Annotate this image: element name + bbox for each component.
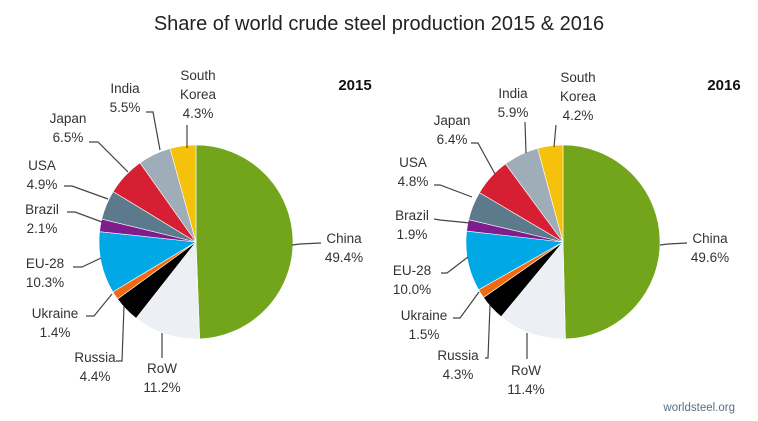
leader-line-usa-2016 bbox=[434, 184, 473, 198]
slice-label-china-2015: China 49.4% bbox=[325, 231, 363, 265]
slice-label-row-2016: RoW 11.4% bbox=[507, 363, 544, 397]
leader-line-japan-2016 bbox=[471, 142, 496, 175]
leader-line-brazil-2016 bbox=[433, 218, 471, 224]
slice-value: 10.0% bbox=[393, 282, 431, 297]
leader-line-russia-2016 bbox=[485, 304, 491, 359]
slice-name: Brazil bbox=[395, 208, 429, 223]
slice-value: 5.9% bbox=[498, 105, 529, 120]
slice-label-india-2016: India 5.9% bbox=[498, 86, 529, 120]
slice-value: 4.4% bbox=[80, 369, 111, 384]
slice-label-eu-28-2015: EU-28 10.3% bbox=[26, 256, 64, 290]
leader-line-india-2015 bbox=[146, 111, 161, 151]
leader-line-china-2015 bbox=[291, 242, 322, 246]
slice-name: Russia bbox=[437, 348, 479, 363]
source-label: worldsteel.org bbox=[662, 402, 735, 414]
pie-slice-south-korea-2015 bbox=[169, 144, 197, 243]
leader-line-india-2016 bbox=[524, 121, 527, 154]
slice-name: India bbox=[498, 86, 528, 101]
slice-name: RoW bbox=[147, 361, 177, 376]
slice-value: 1.4% bbox=[40, 325, 71, 340]
slice-value: 5.5% bbox=[110, 100, 141, 115]
slice-value: 4.9% bbox=[27, 177, 58, 192]
pie-slices-2016 bbox=[465, 144, 661, 340]
slice-label-south-korea-2016: South Korea 4.2% bbox=[560, 70, 597, 123]
slice-label-ukraine-2015: Ukraine 1.4% bbox=[32, 306, 79, 340]
slice-value: 4.3% bbox=[443, 367, 474, 382]
slice-value: 4.2% bbox=[563, 108, 594, 123]
leader-line-ukraine-2016 bbox=[453, 291, 480, 319]
slice-name: China bbox=[326, 231, 362, 246]
leader-line-eu-28-2016 bbox=[441, 256, 469, 274]
slice-name: Japan bbox=[50, 111, 87, 126]
slice-label-brazil-2015: Brazil 2.1% bbox=[25, 202, 59, 236]
slice-name: China bbox=[692, 231, 728, 246]
year-label-2016: 2016 bbox=[707, 77, 740, 94]
slice-value: 4.3% bbox=[183, 106, 214, 121]
leader-line-eu-28-2015 bbox=[73, 257, 102, 268]
leader-line-brazil-2015 bbox=[67, 211, 103, 223]
slice-name: India bbox=[110, 81, 140, 96]
slice-label-russia-2016: Russia 4.3% bbox=[437, 348, 479, 382]
slice-label-eu-28-2016: EU-28 10.0% bbox=[393, 263, 431, 297]
slice-name: South bbox=[180, 68, 215, 83]
slice-value: 11.4% bbox=[507, 382, 544, 397]
slice-label-usa-2016: USA 4.8% bbox=[398, 155, 429, 189]
slice-value: 2.1% bbox=[27, 221, 58, 236]
slice-name: Korea bbox=[180, 87, 217, 102]
slice-value: 1.5% bbox=[409, 327, 440, 342]
year-label-2015: 2015 bbox=[338, 77, 371, 94]
pie-chart-2016: 2016 China 49.6% RoW 11.4% Russia 4.3% Ukraine… bbox=[393, 70, 741, 397]
leader-line-japan-2015 bbox=[89, 141, 129, 173]
leader-line-russia-2015 bbox=[116, 305, 125, 362]
slice-value: 10.3% bbox=[26, 275, 64, 290]
slice-label-row-2015: RoW 11.2% bbox=[143, 361, 180, 395]
slice-name: EU-28 bbox=[393, 263, 431, 278]
slice-name: South bbox=[560, 70, 595, 85]
slice-label-usa-2015: USA 4.9% bbox=[27, 158, 58, 192]
slice-value: 6.5% bbox=[53, 130, 84, 145]
pie-slice-row-2016 bbox=[500, 241, 566, 340]
slice-value: 49.6% bbox=[691, 250, 729, 265]
pie-slice-china-2016 bbox=[562, 144, 661, 340]
pie-slice-row-2015 bbox=[135, 241, 200, 340]
slice-name: Ukraine bbox=[32, 306, 79, 321]
slice-label-south-korea-2015: South Korea 4.3% bbox=[180, 68, 217, 121]
leader-line-china-2016 bbox=[659, 242, 688, 246]
slice-label-japan-2016: Japan 6.4% bbox=[434, 113, 471, 147]
slice-label-ukraine-2016: Ukraine 1.5% bbox=[401, 308, 448, 342]
slice-name: Ukraine bbox=[401, 308, 448, 323]
slice-value: 11.2% bbox=[143, 380, 180, 395]
slice-value: 1.9% bbox=[397, 227, 428, 242]
slice-name: USA bbox=[28, 158, 56, 173]
slice-value: 4.8% bbox=[398, 174, 429, 189]
slice-label-japan-2015: Japan 6.5% bbox=[50, 111, 87, 145]
slice-label-china-2016: China 49.6% bbox=[691, 231, 729, 265]
slice-label-brazil-2016: Brazil 1.9% bbox=[395, 208, 429, 242]
slice-value: 49.4% bbox=[325, 250, 363, 265]
slice-name: Russia bbox=[74, 350, 116, 365]
slice-name: Brazil bbox=[25, 202, 59, 217]
pie-chart-2015: 2015 China 49.4% RoW 11.2% Russia 4.4% Ukraine… bbox=[25, 68, 372, 395]
slice-name: USA bbox=[399, 155, 427, 170]
leader-line-south-korea-2016 bbox=[553, 124, 557, 148]
pie-slice-south-korea-2016 bbox=[537, 144, 564, 243]
chart-title: Share of world crude steel production 20… bbox=[154, 13, 604, 35]
slice-value: 6.4% bbox=[437, 132, 468, 147]
pie-slices-2015 bbox=[98, 144, 294, 340]
slice-label-india-2015: India 5.5% bbox=[110, 81, 141, 115]
slice-name: EU-28 bbox=[26, 256, 64, 271]
slice-name: Japan bbox=[434, 113, 471, 128]
leader-line-ukraine-2015 bbox=[86, 293, 113, 317]
slice-name: RoW bbox=[511, 363, 541, 378]
slice-label-russia-2015: Russia 4.4% bbox=[74, 350, 116, 384]
slice-name: Korea bbox=[560, 89, 597, 104]
leader-line-usa-2015 bbox=[64, 185, 109, 200]
pie-slice-china-2015 bbox=[195, 144, 294, 340]
